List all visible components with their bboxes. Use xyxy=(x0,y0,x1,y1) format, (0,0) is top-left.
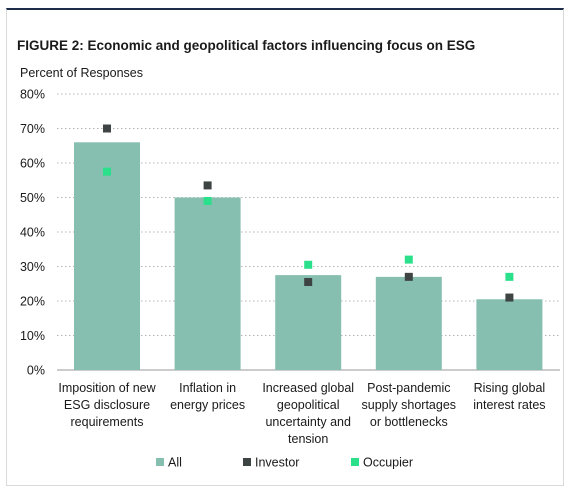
y-tick-label: 20% xyxy=(20,295,45,309)
legend-label-all: All xyxy=(168,456,182,470)
legend-label-investor: Investor xyxy=(255,456,299,470)
marker-occupier xyxy=(203,196,212,205)
x-category-label: Increased global geopolitical uncertainty … xyxy=(262,381,354,446)
bar-all xyxy=(74,142,140,370)
marker-investor xyxy=(404,272,413,281)
y-tick-label: 60% xyxy=(20,157,45,171)
y-axis-label: Percent of Responses xyxy=(20,66,143,80)
marker-occupier xyxy=(404,255,413,264)
marker-investor xyxy=(505,293,514,302)
y-tick-label: 30% xyxy=(20,260,45,274)
x-category-label: Post-pandemic supply shortages or bottlene… xyxy=(362,381,457,429)
chart-frame xyxy=(6,8,564,486)
legend-swatch-investor xyxy=(243,458,251,466)
y-tick-label: 70% xyxy=(20,122,45,136)
y-tick-label: 0% xyxy=(27,364,45,378)
y-tick-label: 40% xyxy=(20,226,45,240)
bar-all xyxy=(174,197,241,370)
marker-occupier xyxy=(103,167,111,176)
legend-swatch-all xyxy=(156,458,164,466)
marker-investor xyxy=(304,278,313,287)
bar-all xyxy=(375,276,442,370)
bar-all xyxy=(476,299,543,370)
chart-title: FIGURE 2: Economic and geopolitical fact… xyxy=(17,38,476,53)
y-tick-label: 10% xyxy=(20,329,45,343)
x-category-label: Rising global interest rates xyxy=(473,381,545,412)
x-category-label: Inflation in energy prices xyxy=(170,381,245,412)
legend-swatch-occupier xyxy=(351,458,359,466)
marker-investor xyxy=(103,124,111,133)
marker-occupier xyxy=(304,260,313,269)
marker-investor xyxy=(203,181,212,190)
bar-all xyxy=(275,275,342,370)
x-category-label: Imposition of new ESG disclosure requireme… xyxy=(58,381,156,429)
y-tick-label: 50% xyxy=(20,191,45,205)
marker-occupier xyxy=(505,272,514,281)
y-tick-label: 80% xyxy=(20,88,45,102)
legend-label-occupier: Occupier xyxy=(363,456,413,470)
